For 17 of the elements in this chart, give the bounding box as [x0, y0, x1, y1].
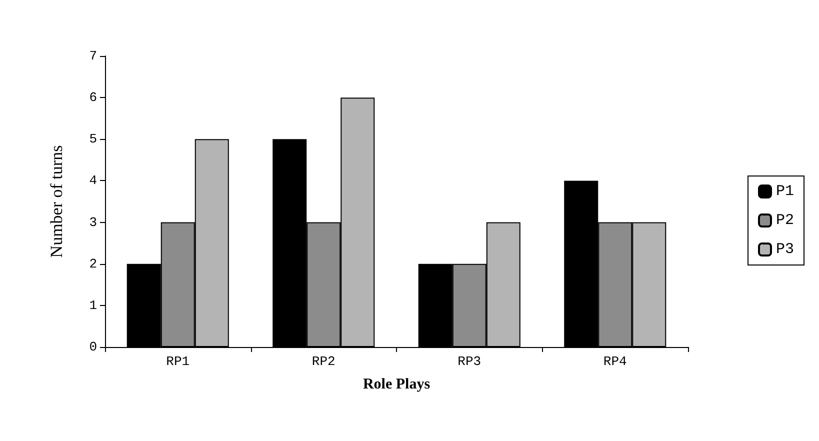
legend-label: P1	[776, 183, 794, 200]
y-tick-label: 1	[89, 298, 98, 313]
y-tick-label: 5	[89, 132, 97, 147]
y-tick-label: 7	[89, 48, 97, 64]
x-tick-label: RP1	[166, 354, 190, 369]
x-tick-label: RP4	[603, 354, 628, 369]
y-tick-label: 4	[89, 173, 98, 188]
legend-label: P3	[776, 241, 794, 258]
legend-label: P2	[776, 212, 794, 229]
x-tick-label: RP3	[458, 354, 482, 369]
y-tick-label: 6	[89, 90, 97, 106]
y-axis-title: Number of turns	[47, 145, 66, 258]
y-tick-label: 2	[89, 256, 97, 272]
y-tick-label: 3	[89, 214, 97, 230]
y-tick-label: 0	[89, 340, 97, 354]
x-axis-title: Role Plays	[362, 376, 430, 392]
x-tick-label: RP2	[312, 354, 336, 369]
